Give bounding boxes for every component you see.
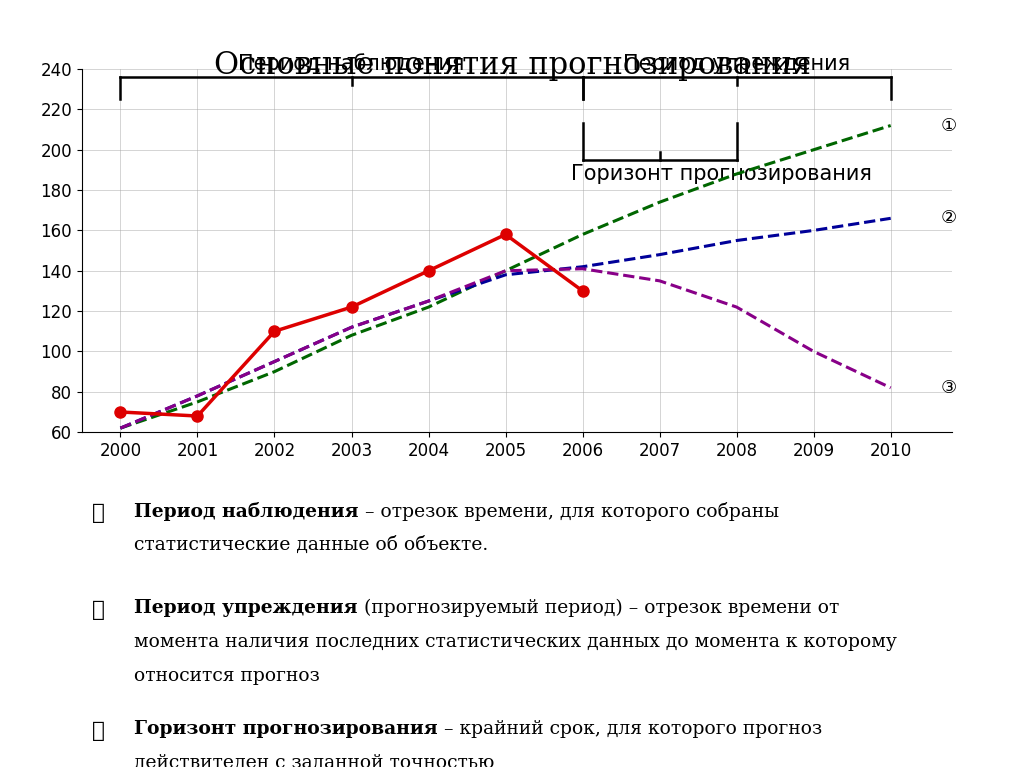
Text: – отрезок времени, для которого собраны: – отрезок времени, для которого собраны	[358, 502, 779, 521]
Text: – крайний срок, для которого прогноз: – крайний срок, для которого прогноз	[438, 720, 822, 738]
Text: относится прогноз: относится прогноз	[134, 667, 319, 686]
Text: ①: ①	[941, 117, 956, 134]
Text: ✓: ✓	[92, 502, 105, 524]
Text: Период наблюдения: Период наблюдения	[239, 53, 465, 74]
Text: Период упреждения: Период упреждения	[134, 599, 357, 617]
Text: Горизонт прогнозирования: Горизонт прогнозирования	[570, 164, 871, 184]
Text: ✓: ✓	[92, 599, 105, 621]
Text: статистические данные об объекте.: статистические данные об объекте.	[134, 536, 488, 554]
Text: ③: ③	[941, 379, 956, 397]
Text: Период упреждения: Период упреждения	[623, 54, 850, 74]
Text: Горизонт прогнозирования: Горизонт прогнозирования	[134, 720, 438, 738]
Text: (прогнозируемый период) – отрезок времени от: (прогнозируемый период) – отрезок времен…	[357, 599, 839, 617]
Text: Период наблюдения: Период наблюдения	[134, 502, 358, 521]
Text: Основные понятия прогнозирования: Основные понятия прогнозирования	[213, 50, 811, 81]
Text: действителен с заданной точностью: действителен с заданной точностью	[134, 754, 495, 767]
Text: ✓: ✓	[92, 720, 105, 742]
Text: момента наличия последних статистических данных до момента к которому: момента наличия последних статистических…	[134, 634, 897, 651]
Text: ②: ②	[941, 209, 956, 227]
